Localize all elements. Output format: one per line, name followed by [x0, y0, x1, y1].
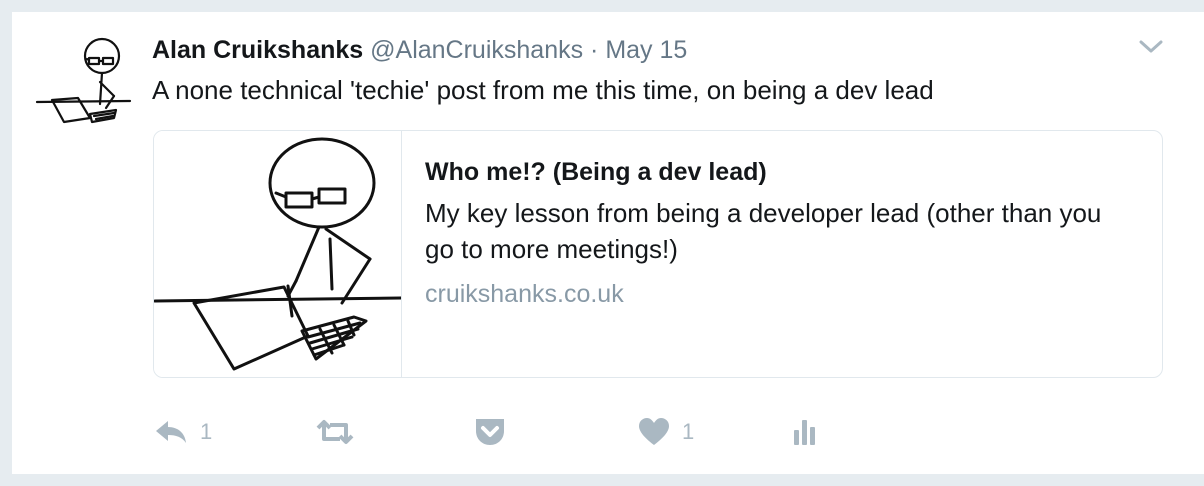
- reply-button[interactable]: 1: [154, 412, 212, 452]
- tweet-header: Alan Cruikshanks @AlanCruikshanks · May …: [152, 34, 687, 66]
- retweet-icon: [314, 419, 356, 445]
- card-domain: cruikshanks.co.uk: [425, 280, 624, 308]
- tweet-card[interactable]: Alan Cruikshanks @AlanCruikshanks · May …: [12, 12, 1204, 474]
- link-card[interactable]: Who me!? (Being a dev lead) My key lesso…: [153, 130, 1163, 378]
- retweet-button[interactable]: [314, 412, 356, 452]
- heart-icon: [638, 418, 670, 446]
- like-button[interactable]: 1: [638, 412, 694, 452]
- chevron-down-icon[interactable]: [1138, 38, 1164, 56]
- tweet-text: A none technical 'techie' post from me t…: [152, 75, 934, 105]
- avatar[interactable]: [34, 34, 138, 144]
- author-handle-date[interactable]: @AlanCruikshanks · May 15: [370, 36, 688, 64]
- pocket-icon: [474, 417, 506, 447]
- card-description: My key lesson from being a developer lea…: [425, 198, 1102, 264]
- analytics-icon: [792, 418, 818, 446]
- card-body[interactable]: Who me!? (Being a dev lead) My key lesso…: [425, 155, 1135, 311]
- analytics-button[interactable]: [792, 412, 818, 452]
- save-to-pocket-button[interactable]: [474, 412, 506, 452]
- tweet-actions: 1: [152, 412, 852, 452]
- like-count: 1: [682, 419, 695, 444]
- reply-icon: [154, 419, 188, 445]
- author-name[interactable]: Alan Cruikshanks: [152, 36, 364, 64]
- card-title: Who me!? (Being a dev lead): [425, 158, 767, 186]
- card-image[interactable]: [154, 131, 403, 377]
- reply-count: 1: [200, 419, 213, 444]
